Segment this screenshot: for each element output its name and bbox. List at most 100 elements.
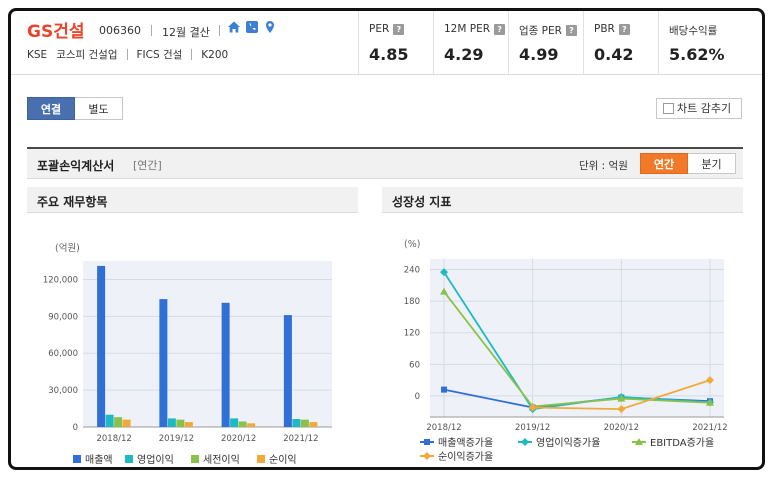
legend-label: 세전이익	[203, 454, 240, 466]
data-point	[706, 398, 714, 406]
bar	[176, 419, 185, 427]
metric-label: 배당수익률	[669, 25, 718, 37]
map-pin-icon[interactable]	[263, 20, 277, 34]
y-unit-label: (억원)	[55, 242, 80, 254]
stock-code: 006360	[99, 24, 141, 37]
consolidation-tabs: 연결 별도	[27, 97, 123, 120]
x-tick-label: 2020/12	[604, 423, 639, 433]
legend-marker	[423, 452, 431, 460]
y-tick-label: 240	[404, 266, 420, 276]
app-frame: GS건설 006360 12월 결산 KSE 코스피 건설업 FI	[8, 8, 765, 470]
series-line	[443, 291, 711, 408]
left-panel-title: 주요 재무항목	[37, 195, 108, 209]
data-point	[440, 287, 448, 295]
y-tick-label: 180	[404, 297, 420, 307]
data-point	[706, 376, 714, 385]
bar	[292, 419, 301, 427]
sector-fics: FICS 건설	[136, 49, 183, 61]
legend-label: 순이익증가율	[438, 451, 493, 463]
metric-pbr: PBR? 0.42	[583, 11, 658, 74]
metric-dividend-yield: 배당수익률 5.62%	[658, 11, 762, 74]
metric-per: PER? 4.85	[358, 11, 433, 74]
company-name: GS건설	[27, 22, 85, 42]
metric-value: 4.29	[444, 45, 484, 64]
legend-label: 매출액증가율	[438, 437, 493, 449]
legend-swatch	[125, 455, 133, 463]
legend-marker	[635, 438, 643, 445]
legend-marker	[521, 438, 529, 446]
legend-marker	[424, 439, 430, 445]
right-panel-header: 성장성 지표	[382, 187, 743, 213]
financial-items-panel: (억원) 0 30,000 60,000 90,000 120,000 2018/12 201…	[27, 213, 358, 467]
y-tick-label: 90,000	[48, 312, 78, 322]
home-icon[interactable]	[227, 20, 241, 34]
bar	[247, 423, 256, 427]
x-tick-label: 2019/12	[159, 434, 194, 444]
bar	[300, 419, 309, 427]
help-icon[interactable]: ?	[393, 23, 405, 35]
right-panel-title: 성장성 지표	[392, 195, 452, 209]
legend-swatch	[191, 455, 199, 463]
settlement-month: 12월 결산	[162, 26, 210, 39]
checkbox-icon[interactable]	[663, 103, 674, 114]
help-icon[interactable]: ?	[494, 23, 506, 35]
divider	[219, 25, 220, 36]
x-tick-label: 2019/12	[515, 423, 550, 433]
data-point	[441, 386, 447, 393]
metric-industry-per: 업종 PER? 4.99	[508, 11, 583, 74]
help-icon[interactable]: ?	[618, 23, 630, 35]
period-toggle: 연간 분기	[640, 153, 736, 174]
bar	[184, 422, 193, 427]
period-quarterly-button[interactable]: 분기	[688, 153, 736, 174]
legend-label: 순이익	[269, 454, 297, 466]
divider	[126, 49, 128, 60]
x-tick-label: 2021/12	[692, 423, 727, 433]
metric-label: PER	[369, 23, 390, 35]
company-info: GS건설 006360 12월 결산 KSE 코스피 건설업 FI	[27, 17, 357, 69]
y-tick-label: 60,000	[48, 349, 78, 359]
hide-chart-toggle[interactable]: 차트 감추기	[656, 98, 742, 119]
data-point	[440, 268, 448, 277]
metric-label: 12M PER	[444, 23, 491, 35]
legend-label: 영업이익	[137, 453, 174, 466]
hide-chart-label: 차트 감추기	[677, 102, 732, 115]
bar	[167, 418, 176, 427]
market-label: KSE	[27, 48, 48, 61]
bar	[159, 299, 168, 427]
bar	[238, 421, 247, 427]
index-label: K200	[201, 48, 229, 61]
metric-12m-per: 12M PER? 4.29	[433, 11, 508, 74]
y-tick-label: 60	[409, 360, 420, 370]
bar	[283, 315, 292, 427]
data-point	[617, 394, 626, 402]
tab-separate[interactable]: 별도	[75, 97, 123, 120]
tab-consolidated[interactable]: 연결	[27, 97, 75, 120]
y-tick-label: 0	[73, 423, 78, 433]
bar	[105, 414, 114, 427]
bar	[309, 422, 318, 427]
section-subtitle: [연간]	[133, 159, 162, 172]
x-tick-label: 2018/12	[426, 423, 461, 433]
x-tick-label: 2018/12	[96, 434, 131, 444]
company-classification: KSE 코스피 건설업 FICS 건설 K200	[27, 47, 228, 62]
y-unit-label: (%)	[404, 239, 420, 250]
metric-value: 4.85	[369, 45, 409, 64]
line-chart: (%) 0 60 120 180 240 2018/12 2019/12 2020/12 2021…	[404, 239, 728, 463]
y-tick-label: 120,000	[43, 275, 78, 285]
phone-icon[interactable]	[245, 20, 259, 34]
section-header: 포괄손익계산서 [연간] 단위 : 억원 연간 분기	[27, 149, 743, 179]
bar-chart: (억원) 0 30,000 60,000 90,000 120,000 2018/12 201…	[43, 242, 332, 466]
company-header: GS건설 006360 12월 결산 KSE 코스피 건설업 FI	[11, 11, 762, 75]
metric-value: 0.42	[594, 45, 634, 64]
bar	[230, 418, 239, 427]
y-tick-label: 120	[404, 329, 420, 339]
period-annual-button[interactable]: 연간	[640, 153, 688, 174]
bar	[97, 265, 106, 427]
left-panel-header: 주요 재무항목	[27, 187, 358, 213]
section-title: 포괄손익계산서	[37, 159, 115, 173]
metric-value: 5.62%	[669, 45, 725, 64]
bar	[114, 417, 123, 427]
plot-area	[83, 261, 332, 427]
sector-kse: 코스피 건설업	[56, 49, 118, 61]
help-icon[interactable]: ?	[565, 25, 577, 36]
